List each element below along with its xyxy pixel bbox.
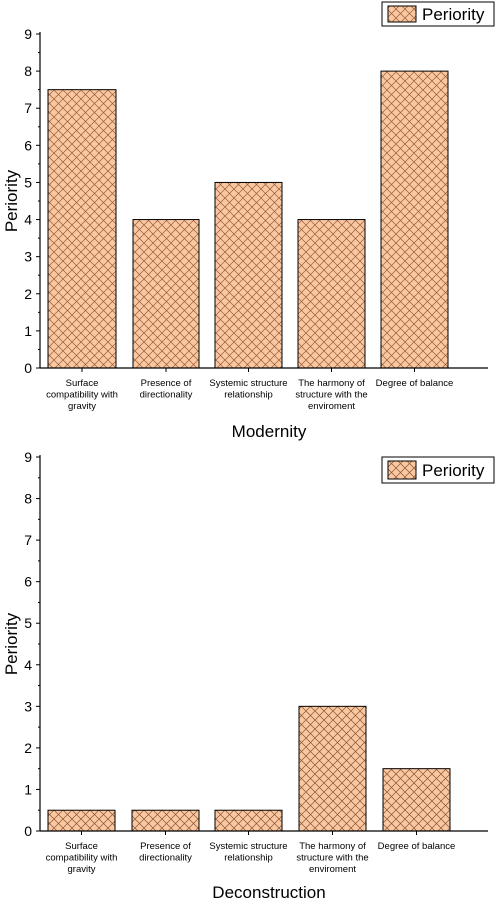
y-tick-label: 8 — [24, 491, 32, 507]
bar-hatch-1 — [131, 809, 200, 832]
legend-label: Periority — [422, 5, 485, 24]
x-tick-label: Degree of balance — [376, 378, 454, 389]
x-axis-label: Deconstruction — [212, 883, 325, 899]
y-tick-label: 1 — [24, 323, 32, 339]
x-tick-label: Presence of directionality — [139, 841, 192, 864]
x-tick-label: The harmony of structure with the envirome… — [296, 841, 368, 875]
legend: Periority — [381, 456, 495, 484]
y-tick-label: 9 — [24, 26, 32, 42]
bar-hatch-0 — [47, 809, 116, 832]
y-tick-label: 0 — [24, 823, 32, 839]
y-tick-label: 3 — [24, 698, 32, 714]
y-tick-label: 1 — [24, 781, 32, 797]
x-tick-label: Degree of balance — [378, 841, 456, 852]
y-tick-label: 7 — [24, 100, 32, 116]
bar-hatch-3 — [298, 705, 367, 832]
legend-swatch-hatch — [387, 460, 417, 480]
bar-hatch-4 — [382, 768, 451, 832]
x-tick-label: Presence of directionality — [140, 378, 193, 401]
y-tick-label: 9 — [24, 449, 32, 465]
x-tick-label: Systemic structure relationship — [209, 841, 287, 864]
y-tick-label: 7 — [24, 532, 32, 548]
y-tick-label: 2 — [24, 286, 32, 302]
legend: Periority — [381, 1, 495, 27]
y-tick-label: 8 — [24, 63, 32, 79]
y-axis-label: Periority — [2, 169, 21, 232]
x-axis-label: Modernity — [232, 422, 307, 441]
x-tick-label: Systemic structure relationship — [209, 378, 287, 401]
bar-hatch-3 — [297, 219, 366, 369]
legend-label: Periority — [422, 461, 485, 480]
x-tick-label: Surface compatibility with gravity — [46, 378, 118, 412]
x-tick-label: Surface compatibility with gravity — [46, 841, 118, 875]
y-tick-label: 3 — [24, 249, 32, 265]
bar-hatch-2 — [214, 809, 283, 832]
bar-hatch-1 — [132, 219, 200, 369]
chart-0: 0 1 2 3 4 5 6 7 8 9 Surface compatibility with gravi… — [2, 1, 495, 441]
y-tick-label: 4 — [24, 657, 32, 673]
y-axis-label: Periority — [2, 612, 21, 675]
y-tick-label: 6 — [24, 137, 32, 153]
bar-hatch-2 — [214, 181, 283, 369]
bar-hatch-0 — [47, 89, 117, 369]
x-tick-label: The harmony of structure with the envirome… — [295, 378, 367, 412]
y-tick-label: 0 — [24, 360, 32, 376]
y-tick-label: 5 — [24, 174, 32, 190]
y-tick-label: 5 — [24, 615, 32, 631]
legend-swatch-hatch — [387, 5, 417, 23]
bar-hatch-4 — [380, 70, 449, 369]
chart-1: 0 1 2 3 4 5 6 7 8 9 Surface compatibility with gravi… — [2, 449, 495, 902]
y-tick-label: 4 — [24, 212, 32, 228]
y-tick-label: 2 — [24, 740, 32, 756]
y-tick-label: 6 — [24, 574, 32, 590]
